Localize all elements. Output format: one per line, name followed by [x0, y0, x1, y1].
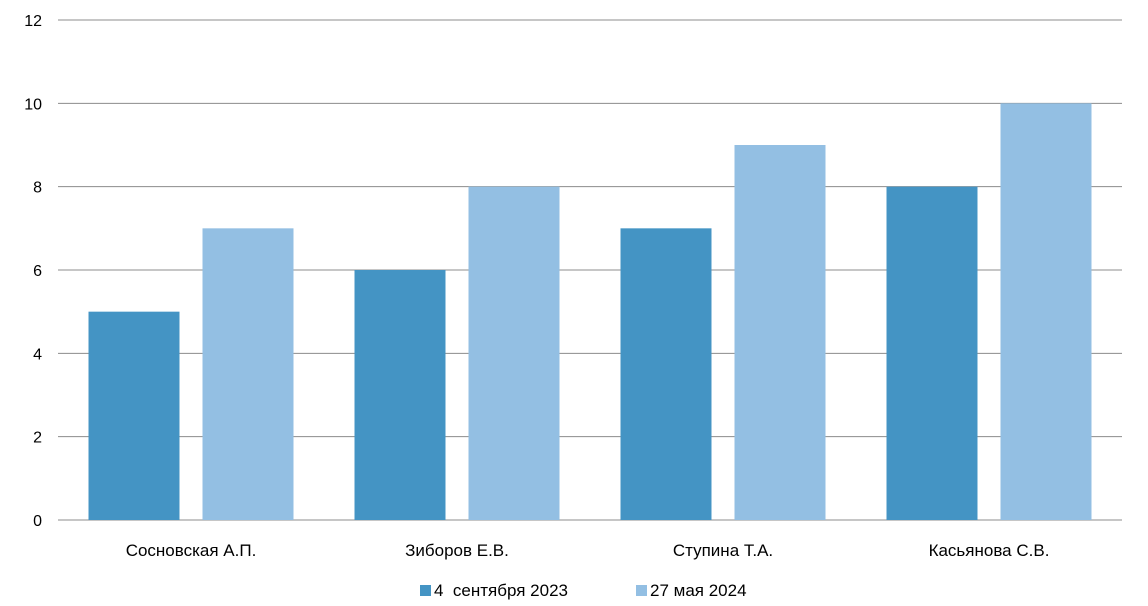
legend: 4 сентября 2023 27 мая 2024 — [420, 581, 747, 600]
y-tick-label: 4 — [33, 346, 42, 363]
x-tick-label: Сосновская А.П. — [126, 541, 257, 560]
y-tick-label: 6 — [33, 263, 42, 280]
y-tick-label: 2 — [33, 430, 42, 447]
bar-series-2 — [468, 186, 560, 520]
legend-label: 27 мая 2024 — [650, 581, 747, 600]
bar-series-2 — [202, 228, 294, 521]
legend-label: 4 сентября 2023 — [434, 581, 568, 600]
bar-series-1 — [88, 311, 180, 520]
x-tick-label: Зиборов Е.В. — [405, 541, 509, 560]
bar-series-2 — [1000, 103, 1092, 520]
x-tick-label: Ступина Т.А. — [673, 541, 773, 560]
x-tick-label: Касьянова С.В. — [929, 541, 1050, 560]
legend-swatch — [636, 585, 647, 596]
bar-series-2 — [734, 145, 826, 520]
bar-series-1 — [886, 186, 978, 520]
x-axis: Сосновская А.П. Зиборов Е.В. Ступина Т.А. К… — [126, 541, 1050, 560]
y-tick-label: 8 — [33, 180, 42, 197]
legend-swatch — [420, 585, 431, 596]
bar-series-1 — [620, 228, 712, 521]
y-tick-label: 12 — [24, 13, 42, 30]
bars — [88, 103, 1092, 521]
y-axis: 0 2 4 6 8 10 12 — [24, 13, 42, 530]
bar-series-1 — [354, 270, 446, 520]
y-tick-label: 0 — [33, 513, 42, 530]
y-tick-label: 10 — [24, 96, 42, 113]
